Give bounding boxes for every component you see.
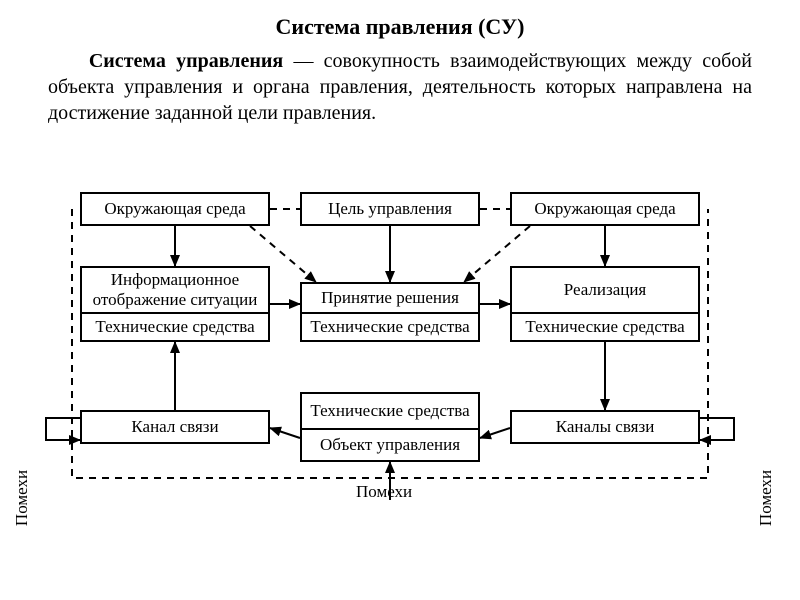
diagram-connectors	[0, 170, 800, 590]
node-information: Информационное отображение ситуации Техн…	[80, 266, 270, 342]
node-channel-left: Канал связи	[80, 410, 270, 444]
node-label: Окружающая среда	[82, 197, 268, 221]
label-noise-left: Помехи	[12, 470, 32, 526]
definition-lead: Система управления	[89, 50, 283, 72]
node-label: Технические средства	[302, 394, 478, 428]
node-label: Каналы связи	[512, 415, 698, 439]
definition-dash: —	[283, 50, 323, 72]
node-environment-left: Окружающая среда	[80, 192, 270, 226]
diagram: Окружающая среда Цель управления Окружаю…	[0, 170, 800, 590]
node-label: Информационное отображение ситуации	[82, 268, 268, 312]
node-label: Реализация	[512, 268, 698, 312]
node-sublabel: Технические средства	[82, 312, 268, 340]
node-sublabel: Технические средства	[302, 312, 478, 340]
node-label: Цель управления	[302, 197, 478, 221]
definition-paragraph: Система управления — совокупность взаимо…	[48, 48, 752, 126]
node-label: Принятие решения	[302, 284, 478, 312]
node-sublabel: Технические средства	[512, 312, 698, 340]
node-implementation: Реализация Технические средства	[510, 266, 700, 342]
node-channel-right: Каналы связи	[510, 410, 700, 444]
node-environment-right: Окружающая среда	[510, 192, 700, 226]
label-noise-bottom: Помехи	[356, 482, 412, 502]
node-goal: Цель управления	[300, 192, 480, 226]
node-sublabel: Объект управления	[302, 428, 478, 460]
label-noise-right: Помехи	[756, 470, 776, 526]
node-label: Канал связи	[82, 415, 268, 439]
node-label: Окружающая среда	[512, 197, 698, 221]
page-title: Система правления (СУ)	[0, 14, 800, 40]
node-decision: Принятие решения Технические средства	[300, 282, 480, 342]
node-object: Технические средства Объект управления	[300, 392, 480, 462]
